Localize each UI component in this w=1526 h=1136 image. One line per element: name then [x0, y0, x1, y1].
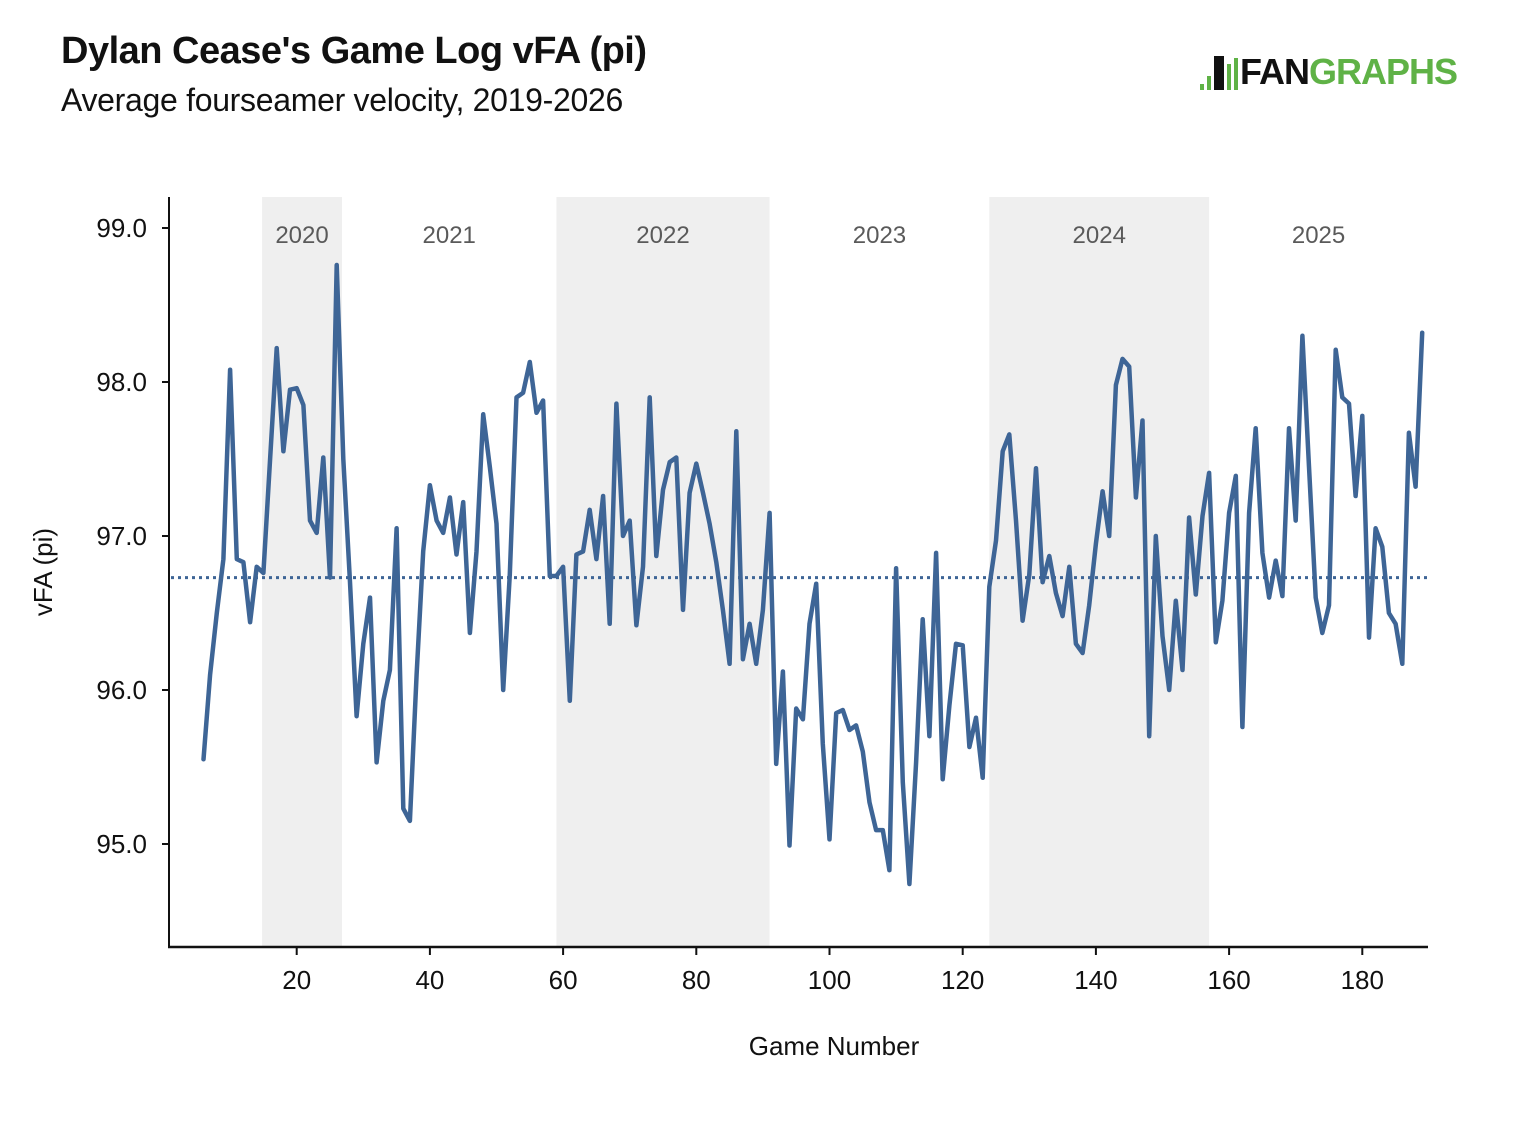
chart-subtitle: Average fourseamer velocity, 2019-2026: [61, 82, 623, 118]
x-tick-label: 100: [808, 965, 851, 995]
logo-bars-icon: [1200, 56, 1238, 90]
x-tick-label: 180: [1341, 965, 1384, 995]
x-tick-label: 160: [1207, 965, 1250, 995]
x-axis-ticks: 20 40 60 80 100 120 140 160 180: [282, 947, 1384, 995]
y-tick-label: 98.0: [96, 367, 147, 397]
season-label-2020: 2020: [275, 222, 328, 249]
y-tick-label: 95.0: [96, 829, 147, 859]
season-label-2021: 2021: [423, 222, 476, 249]
x-axis-title: Game Number: [749, 1031, 920, 1061]
season-label-2023: 2023: [853, 222, 906, 249]
y-tick-label: 99.0: [96, 213, 147, 243]
x-tick-label: 80: [682, 965, 711, 995]
season-label-2025: 2025: [1292, 222, 1345, 249]
y-tick-label: 97.0: [96, 521, 147, 551]
logo-text-graphs: GRAPHS: [1309, 51, 1458, 92]
season-bands: [262, 197, 1210, 947]
y-axis-title: vFA (pi): [28, 528, 58, 616]
fangraphs-logo: FAN GRAPHS: [1200, 50, 1458, 92]
y-axis-ticks: 95.0 96.0 97.0 98.0 99.0: [96, 213, 169, 859]
x-tick-label: 20: [282, 965, 311, 995]
x-tick-label: 140: [1074, 965, 1117, 995]
series-line: [201, 262, 1425, 887]
season-label-2024: 2024: [1073, 222, 1126, 249]
logo-text-fan: FAN: [1240, 51, 1310, 92]
y-tick-label: 96.0: [96, 675, 147, 705]
x-tick-label: 120: [941, 965, 984, 995]
season-band-2024: [989, 197, 1210, 947]
season-band-2022: [556, 197, 770, 947]
x-tick-label: 60: [549, 965, 578, 995]
x-tick-label: 40: [415, 965, 444, 995]
chart-title: Dylan Cease's Game Log vFA (pi): [61, 30, 647, 72]
season-label-2022: 2022: [636, 222, 689, 249]
season-labels: 2020 2021 2022 2023 2024 2025: [275, 222, 1345, 249]
